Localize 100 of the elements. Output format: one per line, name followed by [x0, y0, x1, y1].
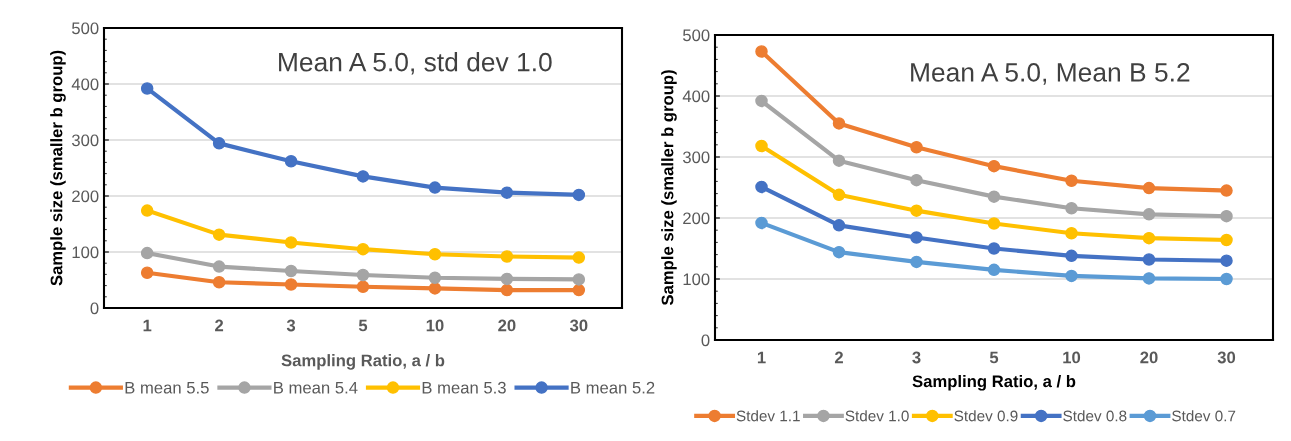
point [832, 117, 846, 130]
legend-label: B mean 5.3 [422, 381, 506, 394]
x-tick-label: 5 [358, 319, 368, 332]
legend-label: B mean 5.4 [274, 381, 358, 394]
point [832, 219, 846, 232]
point [356, 242, 370, 256]
legend-label: Stdev 1.1 [736, 410, 800, 422]
point [987, 190, 1001, 203]
point [1065, 269, 1078, 283]
point [428, 271, 442, 285]
point [987, 242, 1001, 255]
point [1220, 254, 1233, 267]
point [356, 170, 370, 183]
point [1065, 249, 1078, 263]
point [428, 282, 442, 295]
y-tick-label: 100 [72, 246, 99, 259]
point [356, 268, 370, 282]
x-tick-label: 2 [215, 319, 224, 332]
x-tick-label: 10 [426, 319, 444, 332]
legend-label: Stdev 0.9 [954, 410, 1018, 422]
x-tick-label: 3 [286, 319, 296, 332]
y-tick-label: 200 [72, 190, 99, 203]
point [284, 236, 298, 249]
point [1142, 208, 1156, 221]
point [1065, 226, 1078, 240]
text: Mean A 5.0, std dev 1.0 [279, 52, 552, 75]
point [500, 272, 514, 286]
legend-label: B mean 5.5 [125, 381, 209, 394]
point [755, 180, 768, 194]
point [755, 139, 768, 153]
point [212, 228, 226, 241]
point [572, 251, 586, 264]
point [140, 246, 154, 260]
point [500, 186, 514, 199]
point [910, 204, 923, 217]
x-tick-label: 5 [989, 351, 999, 364]
point [284, 278, 298, 291]
point [284, 264, 298, 278]
point [1142, 253, 1156, 266]
y-axis-title: Sample size (smaller b group) [50, 50, 66, 286]
legend-label: Stdev 1.0 [845, 410, 909, 422]
point [1220, 272, 1233, 286]
point [832, 154, 846, 167]
point [212, 137, 226, 150]
point [987, 263, 1001, 277]
x-tick-label: 20 [498, 319, 516, 332]
point [140, 204, 154, 217]
y-tick-label: 100 [683, 273, 710, 286]
y-axis-title: Sample size (smaller b group) [661, 70, 677, 306]
point [1220, 233, 1233, 247]
point [500, 283, 514, 297]
point [755, 45, 768, 58]
y-tick-label: 300 [71, 134, 99, 147]
point [1220, 209, 1233, 223]
point [1142, 272, 1156, 285]
y-tick-label: 300 [682, 151, 710, 164]
point [832, 188, 846, 202]
point [1065, 201, 1078, 215]
point [572, 283, 586, 297]
point [1065, 174, 1078, 188]
point [572, 188, 586, 202]
point [910, 255, 923, 269]
point [572, 273, 586, 286]
point [755, 94, 768, 108]
y-tick-label: 500 [683, 29, 710, 42]
point [428, 247, 442, 261]
point [212, 275, 226, 289]
x-tick-label: 3 [912, 351, 921, 364]
point [500, 250, 514, 263]
point [1220, 184, 1233, 197]
point [140, 82, 154, 95]
x-axis-title: Sampling Ratio, a / b [281, 354, 445, 370]
point [1142, 231, 1156, 245]
point [284, 155, 298, 168]
y-tick-label: 400 [682, 90, 710, 103]
point [987, 159, 1001, 173]
legend-label: B mean 5.2 [571, 381, 655, 394]
point [428, 181, 442, 194]
x-axis-title: Sampling Ratio, a / b [912, 374, 1076, 391]
x-tick-label: 1 [143, 319, 152, 332]
point [1142, 181, 1156, 195]
x-tick-label: 2 [834, 351, 843, 364]
point [910, 231, 923, 244]
point [987, 217, 1001, 230]
x-tick-label: 1 [757, 351, 766, 364]
y-tick-label: 200 [683, 212, 710, 225]
text: Mean A 5.0, Mean B 5.2 [911, 63, 1190, 85]
x-tick-label: 30 [569, 319, 588, 332]
x-tick-label: 20 [1140, 351, 1158, 364]
y-tick-label: 500 [72, 22, 99, 35]
y-tick-label: 400 [71, 78, 99, 91]
point [140, 266, 154, 279]
point [832, 245, 846, 259]
point [910, 140, 923, 154]
point [755, 216, 768, 230]
legend-label: Stdev 0.8 [1063, 410, 1127, 422]
point [910, 173, 923, 187]
x-tick-label: 10 [1063, 351, 1081, 364]
x-tick-label: 30 [1217, 351, 1236, 364]
legend-label: Stdev 0.7 [1172, 410, 1236, 422]
